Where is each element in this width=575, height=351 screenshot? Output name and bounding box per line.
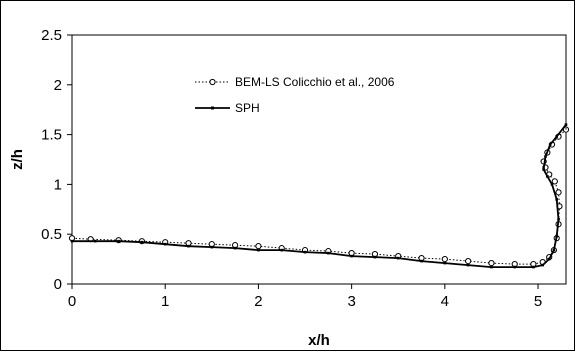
sph-point	[542, 168, 545, 171]
sph-point	[373, 255, 377, 259]
sph-point	[490, 265, 493, 269]
sph-point	[547, 257, 551, 261]
sph-point	[303, 250, 307, 254]
x-tick-label: 3	[347, 293, 355, 310]
legend-bem-label: BEM-LS Colicchio et al., 2006	[235, 75, 395, 89]
bem-point	[255, 243, 262, 250]
sph-point	[94, 239, 97, 243]
legend-sph-marker	[211, 106, 214, 110]
sph-point	[280, 248, 284, 252]
y-axis-title: z/h	[9, 149, 26, 170]
sph-point	[163, 242, 167, 246]
sph-point	[552, 248, 556, 252]
series	[68, 79, 570, 269]
series-sph-line	[72, 124, 567, 268]
x-axis-title: x/h	[308, 332, 330, 349]
sph-point	[564, 123, 568, 126]
x-tick-label: 0	[68, 293, 76, 310]
sph-point	[420, 259, 423, 263]
bem-point	[465, 257, 472, 265]
legend-bem-marker	[209, 78, 216, 86]
sph-point	[555, 135, 558, 138]
sph-point	[396, 256, 400, 260]
legend-sph-label: SPH	[235, 101, 260, 115]
y-tick-label: 0	[54, 276, 62, 293]
sph-point	[140, 240, 144, 244]
sph-point	[466, 263, 470, 267]
sph-point	[257, 248, 260, 252]
sph-point	[555, 234, 558, 238]
sph-point	[557, 217, 560, 221]
bem-point	[488, 259, 495, 267]
legend: BEM-LS Colicchio et al., 2006 SPH	[195, 75, 395, 115]
bem-point	[555, 189, 562, 196]
x-tick-label: 4	[441, 293, 449, 310]
sph-point	[550, 183, 554, 186]
bem-point	[441, 256, 448, 263]
sph-point	[548, 143, 552, 146]
sph-point	[513, 265, 517, 269]
sph-point	[210, 245, 214, 249]
sph-point	[187, 244, 190, 248]
y-tick-label: 1.5	[41, 127, 62, 144]
sph-point	[546, 175, 549, 178]
sph-point	[532, 265, 535, 269]
x-tick-label: 1	[161, 293, 169, 310]
y-tick-label: 1	[54, 176, 62, 193]
y-tick-label: 0.5	[41, 226, 62, 243]
sph-point	[555, 198, 558, 201]
sph-point	[541, 263, 544, 267]
x-tick-label: 5	[534, 293, 542, 310]
plot-area	[71, 34, 567, 285]
sph-point	[233, 246, 237, 250]
ticks: 0 1 2 3 4 5 0 0.5 1 1.5 2 2.5	[41, 27, 542, 310]
sph-point	[327, 251, 330, 255]
sph-point	[350, 254, 353, 258]
y-tick-label: 2	[54, 77, 62, 94]
sph-point	[70, 239, 74, 243]
sph-point	[443, 261, 447, 265]
sph-point	[117, 239, 120, 243]
y-tick-label: 2.5	[41, 27, 62, 44]
bem-point	[551, 178, 558, 185]
sph-point	[544, 155, 547, 158]
x-tick-label: 2	[254, 293, 262, 310]
